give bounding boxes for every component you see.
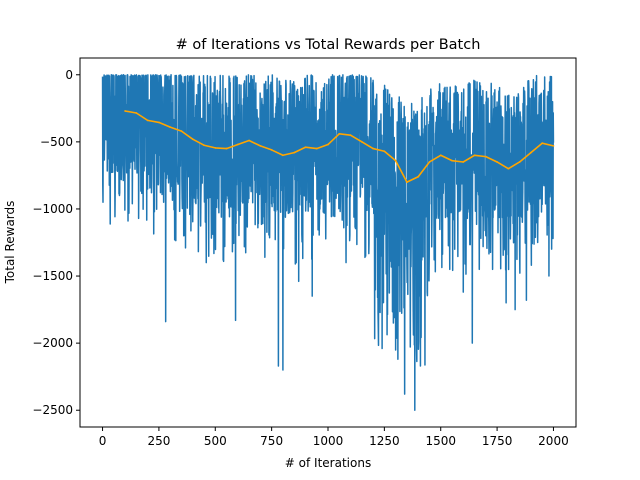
x-tick-label: 1000 [313, 434, 344, 448]
y-tick-label: −2000 [32, 336, 73, 350]
moving-average-point [541, 142, 544, 145]
moving-average-point [360, 140, 363, 143]
y-tick-label: −500 [40, 135, 73, 149]
moving-average-point [349, 134, 352, 137]
moving-average-point [191, 138, 194, 141]
series-raw-rewards-line [101, 74, 555, 411]
moving-average-point [462, 161, 465, 163]
moving-average-point [406, 181, 408, 184]
x-tick-label: 0 [99, 434, 107, 448]
moving-average-point [473, 154, 476, 157]
moving-average-point [135, 112, 138, 114]
moving-average-point [507, 167, 510, 170]
moving-average-point [484, 155, 487, 158]
moving-average-point [428, 161, 431, 163]
moving-average-point [158, 121, 160, 124]
moving-average-point [338, 132, 341, 135]
moving-average-point [417, 175, 420, 178]
moving-average-point [248, 139, 250, 142]
chart-title: # of Iterations vs Total Rewards per Bat… [176, 37, 481, 53]
moving-average-point [372, 147, 374, 150]
moving-average-point [383, 150, 386, 153]
moving-average-point [225, 147, 228, 150]
moving-average-point [327, 143, 329, 146]
y-tick-label: 0 [65, 68, 73, 82]
y-axis: 0 −500 −1000 −1500 −2000 −2500 [32, 68, 80, 417]
x-axis-title: # of Iterations [285, 456, 371, 470]
moving-average-point [259, 144, 262, 147]
x-tick-label: 1750 [482, 434, 513, 448]
moving-average-point [451, 159, 453, 162]
x-tick-label: 2000 [538, 434, 569, 448]
moving-average-point [518, 161, 521, 163]
y-tick-label: −2500 [32, 403, 73, 417]
moving-average-point [214, 147, 217, 149]
moving-average-point [315, 147, 318, 150]
moving-average-point [496, 161, 498, 163]
y-tick-label: −1000 [32, 202, 73, 216]
moving-average-point [530, 151, 532, 154]
x-axis: 0 250 500 750 1000 1250 1500 1750 2000 [99, 427, 569, 448]
moving-average-point [236, 143, 239, 146]
moving-average-point [270, 149, 273, 151]
series-layer [101, 74, 555, 411]
moving-average-point [146, 119, 149, 122]
y-tick-label: −1500 [32, 269, 73, 283]
moving-average-point [169, 126, 172, 129]
moving-average-point [282, 154, 284, 157]
moving-average-point [439, 154, 442, 157]
moving-average-point [203, 144, 205, 147]
moving-average-point [293, 151, 296, 154]
moving-average-point [552, 144, 555, 147]
x-tick-label: 750 [260, 434, 283, 448]
moving-average-point [394, 159, 397, 162]
x-tick-label: 500 [204, 434, 227, 448]
x-tick-label: 1500 [425, 434, 456, 448]
moving-average-point [304, 146, 307, 149]
moving-average-point [180, 130, 183, 133]
x-tick-label: 250 [147, 434, 170, 448]
y-axis-title: Total Rewards [3, 201, 17, 285]
x-tick-label: 1250 [369, 434, 400, 448]
moving-average-point [124, 110, 126, 112]
